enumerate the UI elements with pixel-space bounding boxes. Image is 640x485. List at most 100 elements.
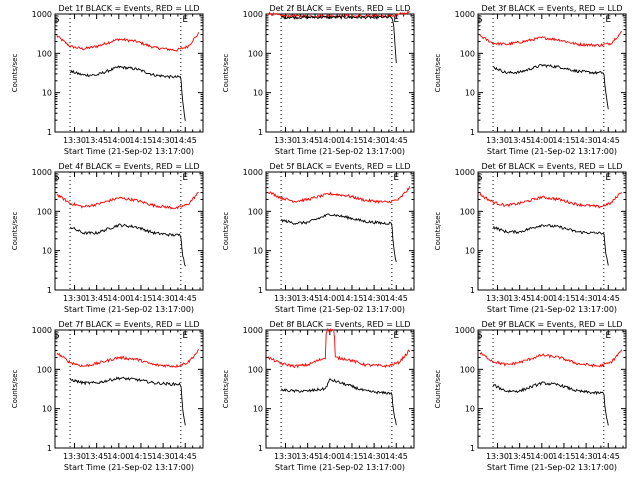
x-tick-label: 14:30 <box>575 294 598 303</box>
x-tick-label: 14:00 <box>530 294 553 303</box>
x-tick-label: 13:45 <box>296 452 319 461</box>
chart-panel-1: Det 1f BLACK = Events, RED = LLD Counts/s… <box>11 4 204 156</box>
y-axis-label: Counts/sec <box>11 212 19 251</box>
y-tick-label: 100 <box>460 365 475 374</box>
x-tick-label: 14:00 <box>107 452 130 461</box>
x-axis-label: Start Time (21-Sep-02 13:17:00) <box>64 305 194 314</box>
series-line-red-lld <box>479 349 623 368</box>
y-tick-label: 1 <box>258 128 263 137</box>
y-tick-label: 10 <box>465 89 475 98</box>
y-tick-label: 1 <box>47 286 52 295</box>
y-tick-label: 100 <box>248 365 263 374</box>
y-tick-label: 1000 <box>243 168 263 177</box>
x-tick-label: 14:15 <box>552 452 575 461</box>
x-tick-label: 13:30 <box>274 136 297 145</box>
plot-frame <box>54 329 204 449</box>
series-line-red-lld <box>479 192 622 209</box>
series-line-black-events <box>280 213 397 263</box>
series-line-black-events <box>492 224 609 266</box>
plot-frame <box>477 13 627 133</box>
y-axis-label: Counts/sec <box>11 54 19 93</box>
plot-frame <box>265 13 415 133</box>
y-tick-label: 10 <box>42 247 52 256</box>
plot-frame <box>265 171 415 291</box>
marker-s: S <box>54 15 60 25</box>
x-tick-label: 14:15 <box>340 136 363 145</box>
y-axis-label: Counts/sec <box>222 370 230 409</box>
x-tick-label: 14:45 <box>174 294 197 303</box>
x-tick-label: 14:00 <box>318 136 341 145</box>
chart-panel-2: Det 2f BLACK = Events, RED = LLD Counts/s… <box>222 4 415 156</box>
y-tick-label: 1 <box>258 286 263 295</box>
chart-title: Det 2f BLACK = Events, RED = LLD <box>269 4 410 13</box>
series-line-black-events <box>492 381 609 426</box>
x-tick-label: 14:15 <box>129 136 152 145</box>
x-axis-label: Start Time (21-Sep-02 13:17:00) <box>64 463 194 472</box>
x-tick-label: 14:45 <box>174 452 197 461</box>
x-tick-label: 14:15 <box>552 294 575 303</box>
x-tick-label: 14:45 <box>385 452 408 461</box>
y-axis-label: Counts/sec <box>222 212 230 251</box>
y-tick-label: 10 <box>465 405 475 414</box>
x-tick-label: 14:30 <box>152 452 175 461</box>
x-tick-label: 14:45 <box>597 452 620 461</box>
y-tick-label: 1 <box>47 444 52 453</box>
x-tick-label: 13:45 <box>85 452 108 461</box>
series-line-red-lld <box>479 30 622 48</box>
x-tick-label: 14:30 <box>363 452 386 461</box>
x-tick-label: 14:30 <box>575 452 598 461</box>
x-axis-label: Start Time (21-Sep-02 13:17:00) <box>64 147 194 156</box>
y-tick-label: 1000 <box>455 10 475 19</box>
series-line-red-lld <box>267 327 411 369</box>
series-line-red-lld <box>267 186 411 204</box>
x-tick-label: 14:45 <box>597 294 620 303</box>
x-tick-label: 14:00 <box>107 294 130 303</box>
series-line-black-events <box>492 63 609 110</box>
series-line-red-lld <box>56 32 200 52</box>
x-tick-label: 13:45 <box>508 294 531 303</box>
x-tick-label: 14:30 <box>575 136 598 145</box>
marker-e: E <box>393 173 399 183</box>
marker-s: S <box>54 331 60 341</box>
marker-s: S <box>54 173 60 183</box>
chart-title: Det 1f BLACK = Events, RED = LLD <box>58 4 199 13</box>
plot-frame <box>265 329 415 449</box>
y-tick-label: 100 <box>248 207 263 216</box>
y-tick-label: 1 <box>470 286 475 295</box>
y-tick-label: 1 <box>470 444 475 453</box>
series-line-black-events <box>69 223 186 267</box>
x-tick-label: 14:15 <box>129 452 152 461</box>
x-tick-label: 14:00 <box>318 294 341 303</box>
x-tick-label: 14:15 <box>129 294 152 303</box>
y-tick-label: 1 <box>258 444 263 453</box>
x-tick-label: 13:45 <box>296 136 319 145</box>
y-tick-label: 10 <box>42 89 52 98</box>
marker-e: E <box>393 15 399 25</box>
x-axis-label: Start Time (21-Sep-02 13:17:00) <box>487 147 617 156</box>
x-tick-label: 13:30 <box>63 452 86 461</box>
y-tick-label: 100 <box>460 207 475 216</box>
x-tick-label: 14:30 <box>363 136 386 145</box>
y-tick-label: 100 <box>37 49 52 58</box>
x-tick-label: 14:00 <box>530 452 553 461</box>
series-line-black-events <box>69 65 186 121</box>
x-axis-label: Start Time (21-Sep-02 13:17:00) <box>275 463 405 472</box>
y-tick-label: 100 <box>37 365 52 374</box>
marker-e: E <box>605 15 611 25</box>
x-tick-label: 13:30 <box>486 294 509 303</box>
chart-title: Det 3f BLACK = Events, RED = LLD <box>481 4 622 13</box>
y-axis-label: Counts/sec <box>434 54 442 93</box>
x-tick-label: 13:30 <box>63 294 86 303</box>
x-tick-label: 13:30 <box>486 136 509 145</box>
y-tick-label: 1000 <box>455 168 475 177</box>
y-tick-label: 10 <box>42 405 52 414</box>
x-tick-label: 13:45 <box>508 452 531 461</box>
x-tick-label: 14:30 <box>363 294 386 303</box>
series-line-red-lld <box>56 348 199 368</box>
chart-panel-5: Det 5f BLACK = Events, RED = LLD Counts/s… <box>222 162 415 314</box>
x-tick-label: 14:45 <box>385 294 408 303</box>
series-line-black-events <box>280 14 397 64</box>
x-tick-label: 13:30 <box>486 452 509 461</box>
